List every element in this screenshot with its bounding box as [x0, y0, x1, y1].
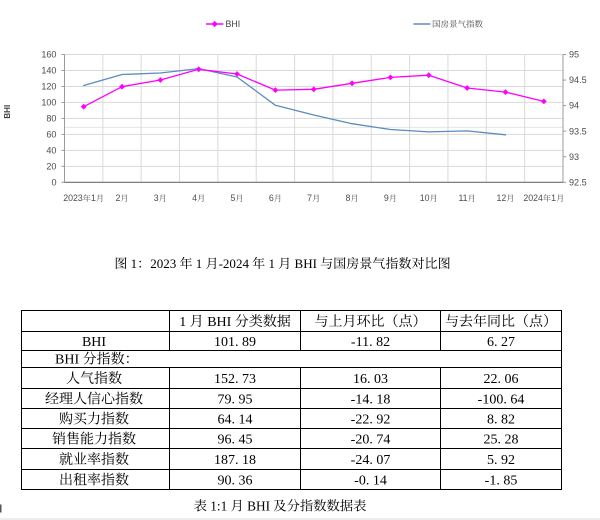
svg-text:64. 14: 64. 14 — [218, 412, 253, 427]
svg-text:93.5: 93.5 — [569, 126, 587, 136]
svg-text:160: 160 — [41, 50, 56, 60]
svg-text:9: 9 — [384, 193, 389, 203]
svg-text:187. 18: 187. 18 — [214, 453, 256, 468]
svg-text:22. 06: 22. 06 — [484, 372, 519, 387]
svg-text:2023: 2023 — [63, 193, 83, 203]
svg-text:25. 28: 25. 28 — [484, 432, 519, 447]
svg-text:152. 73: 152. 73 — [214, 372, 256, 387]
svg-text:-20. 74: -20. 74 — [351, 432, 391, 447]
svg-text:1: 1 — [127, 256, 137, 271]
svg-text:-14. 18: -14. 18 — [351, 392, 391, 407]
svg-text:1: 1 — [179, 315, 190, 330]
svg-text:-1. 85: -1. 85 — [485, 473, 518, 488]
svg-text:6: 6 — [269, 193, 274, 203]
svg-text:BHI: BHI — [204, 315, 235, 330]
svg-text:BHI: BHI — [226, 19, 241, 29]
svg-text:0: 0 — [51, 177, 56, 187]
svg-text:BHI: BHI — [82, 335, 106, 350]
svg-text:-2024: -2024 — [219, 256, 253, 271]
svg-text:1: 1 — [91, 193, 96, 203]
svg-text:-100. 64: -100. 64 — [478, 392, 525, 407]
svg-text:-24. 07: -24. 07 — [351, 453, 391, 468]
svg-text:120: 120 — [41, 82, 56, 92]
svg-text:1: 1 — [551, 193, 556, 203]
svg-text:6. 27: 6. 27 — [487, 335, 515, 350]
svg-text:1:1: 1:1 — [207, 498, 231, 513]
svg-text:12: 12 — [496, 193, 506, 203]
svg-text:93: 93 — [569, 152, 579, 162]
svg-text:BHI: BHI — [291, 256, 320, 271]
svg-text:5: 5 — [230, 193, 235, 203]
svg-text:5. 92: 5. 92 — [487, 453, 515, 468]
svg-text:BHI: BHI — [55, 352, 83, 367]
svg-text:40: 40 — [46, 145, 56, 155]
svg-text:7: 7 — [307, 193, 312, 203]
svg-text:2024: 2024 — [523, 193, 543, 203]
svg-text:BHI: BHI — [3, 105, 12, 119]
svg-text:-22. 92: -22. 92 — [351, 412, 391, 427]
svg-text:-11. 82: -11. 82 — [351, 335, 390, 350]
svg-text:101. 89: 101. 89 — [214, 335, 256, 350]
svg-text:1: 1 — [265, 256, 278, 271]
svg-text:1: 1 — [193, 256, 206, 271]
svg-text:92.5: 92.5 — [569, 177, 587, 187]
svg-text:95: 95 — [569, 50, 579, 60]
svg-text:20: 20 — [46, 161, 56, 171]
svg-text:4: 4 — [192, 193, 197, 203]
svg-text:16. 03: 16. 03 — [353, 372, 388, 387]
svg-text:90. 36: 90. 36 — [218, 473, 253, 488]
svg-text:80: 80 — [46, 114, 56, 124]
svg-text:94: 94 — [569, 101, 579, 111]
svg-text:100: 100 — [41, 98, 56, 108]
svg-text:8. 82: 8. 82 — [487, 412, 515, 427]
svg-text:79. 95: 79. 95 — [218, 392, 253, 407]
svg-text:3: 3 — [154, 193, 159, 203]
svg-text:BHI: BHI — [244, 498, 274, 513]
svg-text:60: 60 — [46, 129, 56, 139]
svg-text:94.5: 94.5 — [569, 75, 587, 85]
svg-text:140: 140 — [41, 66, 56, 76]
svg-text:8: 8 — [346, 193, 351, 203]
svg-text:-0. 14: -0. 14 — [354, 473, 387, 488]
svg-text:2023: 2023 — [150, 256, 179, 271]
svg-text:96. 45: 96. 45 — [218, 432, 253, 447]
svg-text:10: 10 — [420, 193, 430, 203]
svg-text:11: 11 — [458, 193, 467, 203]
svg-text:2: 2 — [115, 193, 120, 203]
